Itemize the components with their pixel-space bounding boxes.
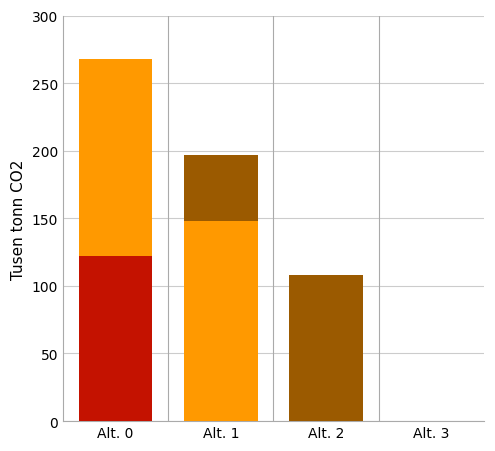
Bar [289, 276, 363, 421]
Y-axis label: Tusen tonn CO2: Tusen tonn CO2 [11, 159, 26, 279]
Bar [79, 60, 152, 257]
Bar [184, 156, 257, 221]
Bar [79, 257, 152, 421]
Bar [184, 221, 257, 421]
